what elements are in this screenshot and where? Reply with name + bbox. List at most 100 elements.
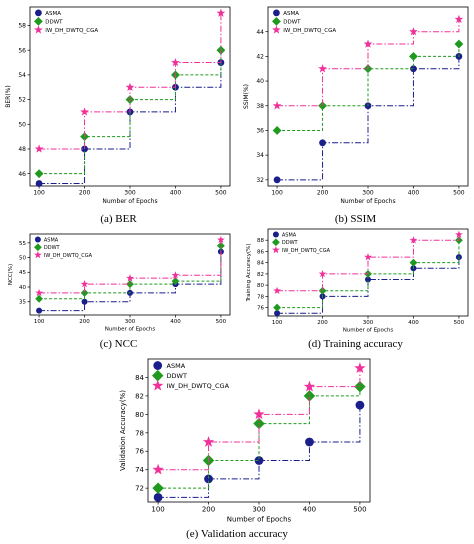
legend-marker (272, 231, 279, 238)
axes: 100 200 300 400 500 76 78 80 82 84 86 88 Number of E… (246, 228, 469, 334)
data-point (365, 276, 371, 283)
axes: 100 200 300 400 500 72 74 76 78 80 82 84 Number of E… (119, 358, 371, 523)
x-axis-label: Number of Epochs (105, 327, 156, 333)
y-tick-label: 88 (257, 238, 264, 244)
series-line (158, 386, 361, 489)
y-tick-label: 36 (256, 128, 264, 135)
y-tick-label: 78 (257, 294, 264, 300)
chart-panel-training: 100 200 300 400 500 76 78 80 82 84 86 88 Number of E… (240, 226, 472, 336)
legend-marker (34, 236, 41, 243)
x-tick-label: 400 (170, 319, 181, 325)
data-point (305, 437, 314, 447)
data-point (272, 101, 282, 110)
caption-ssim: (b) SSIM (334, 213, 377, 225)
x-tick-label: 100 (151, 506, 164, 514)
data-point (152, 463, 164, 475)
x-axis-label: Number of Epochs (340, 198, 395, 205)
y-tick-label: 72 (135, 485, 144, 493)
data-point (126, 280, 134, 288)
y-tick-label: 80 (135, 411, 144, 419)
caption-ber: (a) BER (100, 213, 137, 225)
y-tick-label: 86 (257, 249, 264, 255)
y-tick-label: 32 (256, 177, 264, 184)
legend: ASMA DDWT IW_DH_DWTQ_CGA (34, 9, 98, 34)
y-tick-label: 82 (135, 392, 144, 400)
chart-ncc: 100 200 300 400 500 35 40 45 50 55 Number of Epoch… (8, 233, 231, 333)
data-point (171, 271, 180, 279)
x-tick-label: 500 (453, 190, 465, 197)
x-tick-label: 300 (363, 320, 374, 326)
y-tick-label: 45 (19, 270, 26, 276)
data-point (152, 482, 164, 494)
legend-marker (272, 238, 280, 247)
chart-validation-accuracy: 100 200 300 400 500 72 74 76 78 80 82 84 Number of E… (119, 358, 371, 523)
legend-label: DDWT (282, 240, 299, 246)
data-point (171, 57, 180, 67)
data-point (409, 258, 418, 267)
series-line (277, 240, 460, 309)
legend-label: DDWT (45, 19, 63, 25)
data-point (454, 14, 464, 24)
legend-label: IW_DH_DWTQ_CGA (45, 28, 98, 34)
x-tick-label: 400 (408, 320, 419, 326)
y-tick-label: 78 (135, 429, 144, 437)
legend-label: IW_DH_DWTQ_CGA (44, 253, 93, 259)
y-tick-label: 40 (19, 285, 26, 291)
legend-marker (273, 9, 280, 17)
x-tick-label: 100 (33, 190, 45, 197)
x-tick-label: 200 (79, 190, 91, 197)
legend-marker (152, 379, 164, 391)
legend-label: ASMA (45, 11, 61, 17)
legend-marker (34, 250, 42, 259)
legend-marker (34, 243, 42, 252)
legend-marker (34, 25, 43, 34)
x-axis-label: Number of Epochs (102, 198, 157, 205)
y-tick-label: 34 (256, 152, 264, 159)
y-axis-label: NCC(%) (8, 264, 14, 285)
x-tick-label: 200 (79, 319, 90, 325)
y-tick-label: 50 (19, 255, 26, 261)
data-point (273, 303, 281, 312)
x-tick-label: 200 (317, 320, 328, 326)
data-point (81, 298, 88, 305)
legend: ASMA DDWT IW_DH_DWTQ_CGA (272, 231, 331, 254)
data-point (125, 82, 135, 91)
data-point (319, 139, 326, 147)
x-tick-label: 500 (353, 506, 366, 514)
data-point (409, 27, 418, 36)
y-tick-label: 74 (135, 466, 144, 474)
data-point (274, 310, 281, 317)
chart-panel-ncc: 100 200 300 400 500 35 40 45 50 55 Number of Epoch… (2, 231, 234, 335)
data-point (35, 180, 43, 187)
y-tick-label: 80 (257, 283, 264, 289)
x-tick-label: 500 (215, 190, 227, 197)
x-tick-label: 200 (317, 190, 329, 197)
legend-label: ASMA (283, 11, 299, 17)
data-point (204, 474, 213, 484)
legend-label: DDWT (167, 372, 187, 380)
data-point (126, 274, 134, 282)
series-iw-dh-dwtq-cga (152, 362, 366, 475)
data-point (318, 286, 327, 295)
chart-panel-ber: 100 200 300 400 500 46 48 50 52 54 56 58 Number of E… (2, 4, 234, 210)
y-tick-label: 56 (18, 47, 26, 54)
data-point (410, 65, 417, 73)
legend-label: IW_DH_DWTQ_CGA (282, 248, 331, 254)
data-point (409, 51, 418, 61)
series-ddwt (35, 241, 225, 303)
legend-label: ASMA (167, 362, 186, 370)
y-axis-label: SSIM(%) (243, 84, 250, 109)
y-tick-label: 55 (19, 241, 26, 247)
data-point (363, 39, 373, 48)
chart-ssim: 100 200 300 400 500 32 34 36 38 40 42 44 Number of E… (243, 6, 469, 205)
legend-marker (272, 25, 281, 34)
chart-training-accuracy: 100 200 300 400 500 76 78 80 82 84 86 88 Number of E… (246, 228, 469, 334)
y-tick-label: 58 (18, 23, 26, 30)
x-tick-label: 100 (271, 190, 283, 197)
y-tick-label: 40 (256, 78, 264, 85)
legend: ASMA DDWT IW_DH_DWTQ_CGA (152, 361, 230, 391)
y-tick-label: 84 (257, 261, 264, 267)
x-tick-label: 300 (252, 506, 265, 514)
data-point (318, 64, 327, 73)
legend-label: ASMA (282, 232, 297, 238)
